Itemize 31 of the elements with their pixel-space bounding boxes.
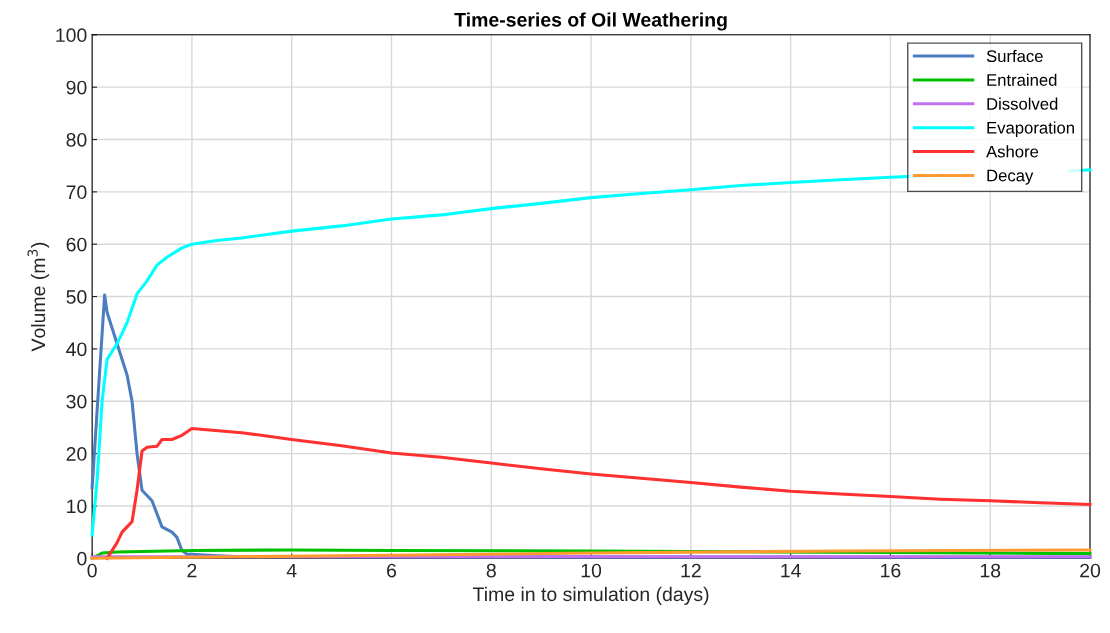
x-tick-label: 12 xyxy=(681,563,701,578)
legend-label: Ashore xyxy=(986,145,1039,158)
x-tick-label: 18 xyxy=(980,563,1001,578)
legend-label: Decay xyxy=(987,169,1034,185)
y-tick-label: 100 xyxy=(56,28,87,43)
y-tick-label: 0 xyxy=(77,551,87,566)
y-tick-label: 30 xyxy=(66,394,87,409)
legend-label: Entrained xyxy=(987,73,1057,86)
legend-label: Evaporation xyxy=(987,121,1074,137)
y-tick-label: 70 xyxy=(66,185,87,200)
x-tick-label: 8 xyxy=(486,563,496,578)
y-tick-label: 50 xyxy=(66,290,87,304)
x-tick-label: 6 xyxy=(387,563,397,578)
y-tick-label: 90 xyxy=(66,80,87,95)
x-tick-label: 4 xyxy=(286,563,297,578)
x-tick-label: 2 xyxy=(187,563,197,578)
y-tick-label: 80 xyxy=(66,132,87,147)
x-tick-label: 0 xyxy=(87,563,97,578)
y-axis-title: Volume (m$^{3}$) xyxy=(27,242,50,352)
x-tick-label: 20 xyxy=(1080,563,1101,578)
legend-label: Surface xyxy=(986,49,1043,63)
chart-title: Time-series of Oil Weathering xyxy=(454,12,727,31)
legend-label: Dissolved xyxy=(987,97,1058,110)
y-tick-label: 60 xyxy=(66,237,87,252)
x-tick-label: 10 xyxy=(581,563,602,578)
y-tick-label: 40 xyxy=(66,342,87,357)
x-axis-title: Time in to simulation (days) xyxy=(473,586,709,605)
x-tick-label: 16 xyxy=(881,563,901,578)
x-tick-label: 14 xyxy=(781,563,801,578)
y-tick-label: 20 xyxy=(66,447,87,461)
y-tick-label: 10 xyxy=(67,499,87,514)
